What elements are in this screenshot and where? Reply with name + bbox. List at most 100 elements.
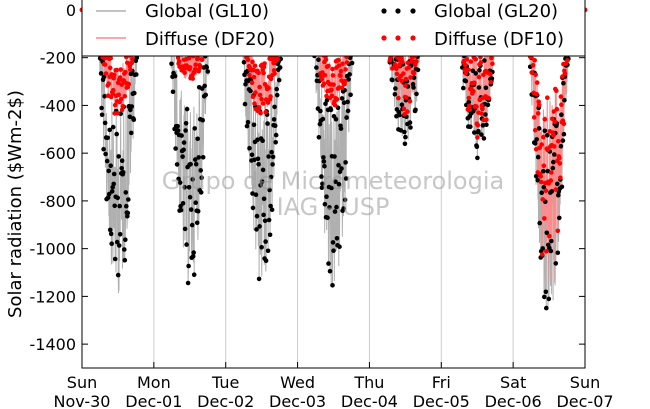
point-global-gl20 (112, 256, 118, 262)
point-global-gl20 (241, 60, 247, 65)
point-diffuse-df10 (401, 71, 406, 76)
point-global-gl20 (123, 190, 129, 195)
point-global-gl20 (242, 101, 248, 107)
legend-label-diffuse-df10: Diffuse (DF10) (434, 29, 564, 50)
point-diffuse-df10 (399, 78, 405, 84)
point-global-gl20 (326, 261, 331, 266)
point-global-gl20 (178, 207, 184, 213)
point-global-gl20 (247, 145, 252, 151)
point-global-gl20 (476, 85, 482, 90)
point-diffuse-df10 (123, 69, 128, 75)
point-global-gl20 (320, 181, 325, 187)
point-global-gl20 (349, 60, 355, 66)
point-diffuse-df10 (397, 62, 402, 68)
point-global-gl20 (172, 73, 178, 79)
point-global-gl20 (199, 175, 204, 181)
point-global-gl20 (545, 168, 551, 174)
x-tick-date: Dec-07 (556, 392, 613, 409)
point-diffuse-df10 (463, 62, 468, 68)
point-global-gl20 (101, 74, 107, 80)
point-diffuse-df10 (529, 70, 534, 75)
point-global-gl20 (339, 96, 345, 101)
point-global-gl20 (268, 203, 273, 209)
point-global-gl20 (99, 105, 104, 111)
point-diffuse-df10 (114, 67, 119, 73)
point-global-gl20 (273, 140, 279, 145)
x-tick-date: Dec-05 (413, 392, 470, 409)
point-diffuse-df10 (268, 94, 273, 99)
point-global-gl20 (468, 124, 473, 130)
point-global-gl20 (546, 296, 552, 302)
point-diffuse-df10 (329, 87, 334, 93)
point-global-gl20 (257, 224, 262, 229)
point-global-gl20 (414, 91, 419, 97)
y-axis-ticks: 0 -200 -400 -600 -800 -1000 -1200 -1400 (30, 1, 585, 354)
point-global-gl20 (188, 161, 193, 167)
point-global-gl20 (482, 58, 487, 63)
point-diffuse-df10 (556, 138, 561, 144)
point-global-gl20 (347, 72, 352, 77)
watermark: Grupo de Micrometeorologia IAG - USP (162, 167, 504, 221)
point-global-gl20 (561, 80, 566, 86)
point-global-gl20 (192, 126, 197, 131)
point-diffuse-df10 (531, 115, 537, 120)
point-global-gl20 (273, 132, 279, 138)
point-global-gl20 (129, 130, 134, 136)
point-global-gl20 (202, 83, 207, 89)
point-global-gl20 (489, 76, 495, 81)
point-global-gl20 (102, 120, 108, 126)
watermark-line-1: Grupo de Micrometeorologia (162, 167, 504, 195)
point-global-gl20 (398, 128, 404, 133)
point-global-gl20 (181, 147, 186, 153)
point-diffuse-df10 (338, 73, 343, 79)
point-diffuse-df10 (252, 101, 257, 106)
point-diffuse-df10 (534, 92, 539, 97)
point-global-gl20 (108, 231, 114, 237)
point-global-gl20 (248, 88, 253, 94)
point-diffuse-df10 (536, 102, 542, 108)
point-diffuse-df10 (405, 60, 411, 66)
point-global-gl20 (203, 92, 208, 98)
point-global-gl20 (415, 67, 421, 73)
point-diffuse-df10 (401, 106, 407, 112)
point-global-gl20 (393, 86, 398, 91)
point-global-gl20 (267, 187, 272, 193)
point-global-gl20 (182, 226, 188, 232)
point-global-gl20 (542, 128, 548, 134)
point-diffuse-df10 (323, 57, 329, 62)
point-global-gl20 (346, 77, 351, 82)
point-global-gl20 (101, 146, 106, 152)
point-global-gl20 (258, 183, 263, 188)
point-diffuse-df10 (263, 110, 268, 115)
point-diffuse-df10 (339, 85, 345, 91)
point-diffuse-df10 (334, 97, 340, 102)
point-diffuse-df10 (559, 102, 564, 107)
point-global-gl20 (104, 158, 110, 164)
point-diffuse-df10 (115, 111, 120, 116)
x-axis-ticks: SunNov-30MonDec-01TueDec-02WedDec-03ThuD… (54, 362, 614, 409)
point-global-gl20 (543, 289, 549, 295)
point-global-gl20 (333, 179, 338, 184)
point-global-gl20 (191, 250, 196, 255)
point-diffuse-df10 (330, 66, 335, 72)
point-global-gl20 (108, 163, 113, 168)
point-diffuse-df10 (250, 59, 255, 65)
point-global-gl20 (127, 114, 133, 120)
point-diffuse-df10 (195, 55, 200, 61)
point-diffuse-df10 (533, 147, 539, 152)
point-global-gl20 (200, 155, 206, 160)
point-diffuse-df10 (399, 55, 404, 61)
point-global-gl20 (265, 248, 271, 254)
point-global-gl20 (256, 276, 262, 282)
point-global-gl20 (131, 117, 137, 122)
point-diffuse-df10 (253, 90, 258, 95)
point-global-gl20 (109, 241, 114, 246)
point-diffuse-df10 (542, 117, 548, 122)
point-diffuse-df10 (343, 67, 348, 72)
legend-label-global-gl10: Global (GL10) (145, 1, 269, 22)
point-diffuse-df10 (414, 59, 419, 64)
point-diffuse-df10 (534, 80, 540, 85)
point-diffuse-df10 (120, 103, 125, 109)
point-global-gl20 (324, 194, 329, 199)
point-diffuse-df10 (261, 64, 267, 70)
